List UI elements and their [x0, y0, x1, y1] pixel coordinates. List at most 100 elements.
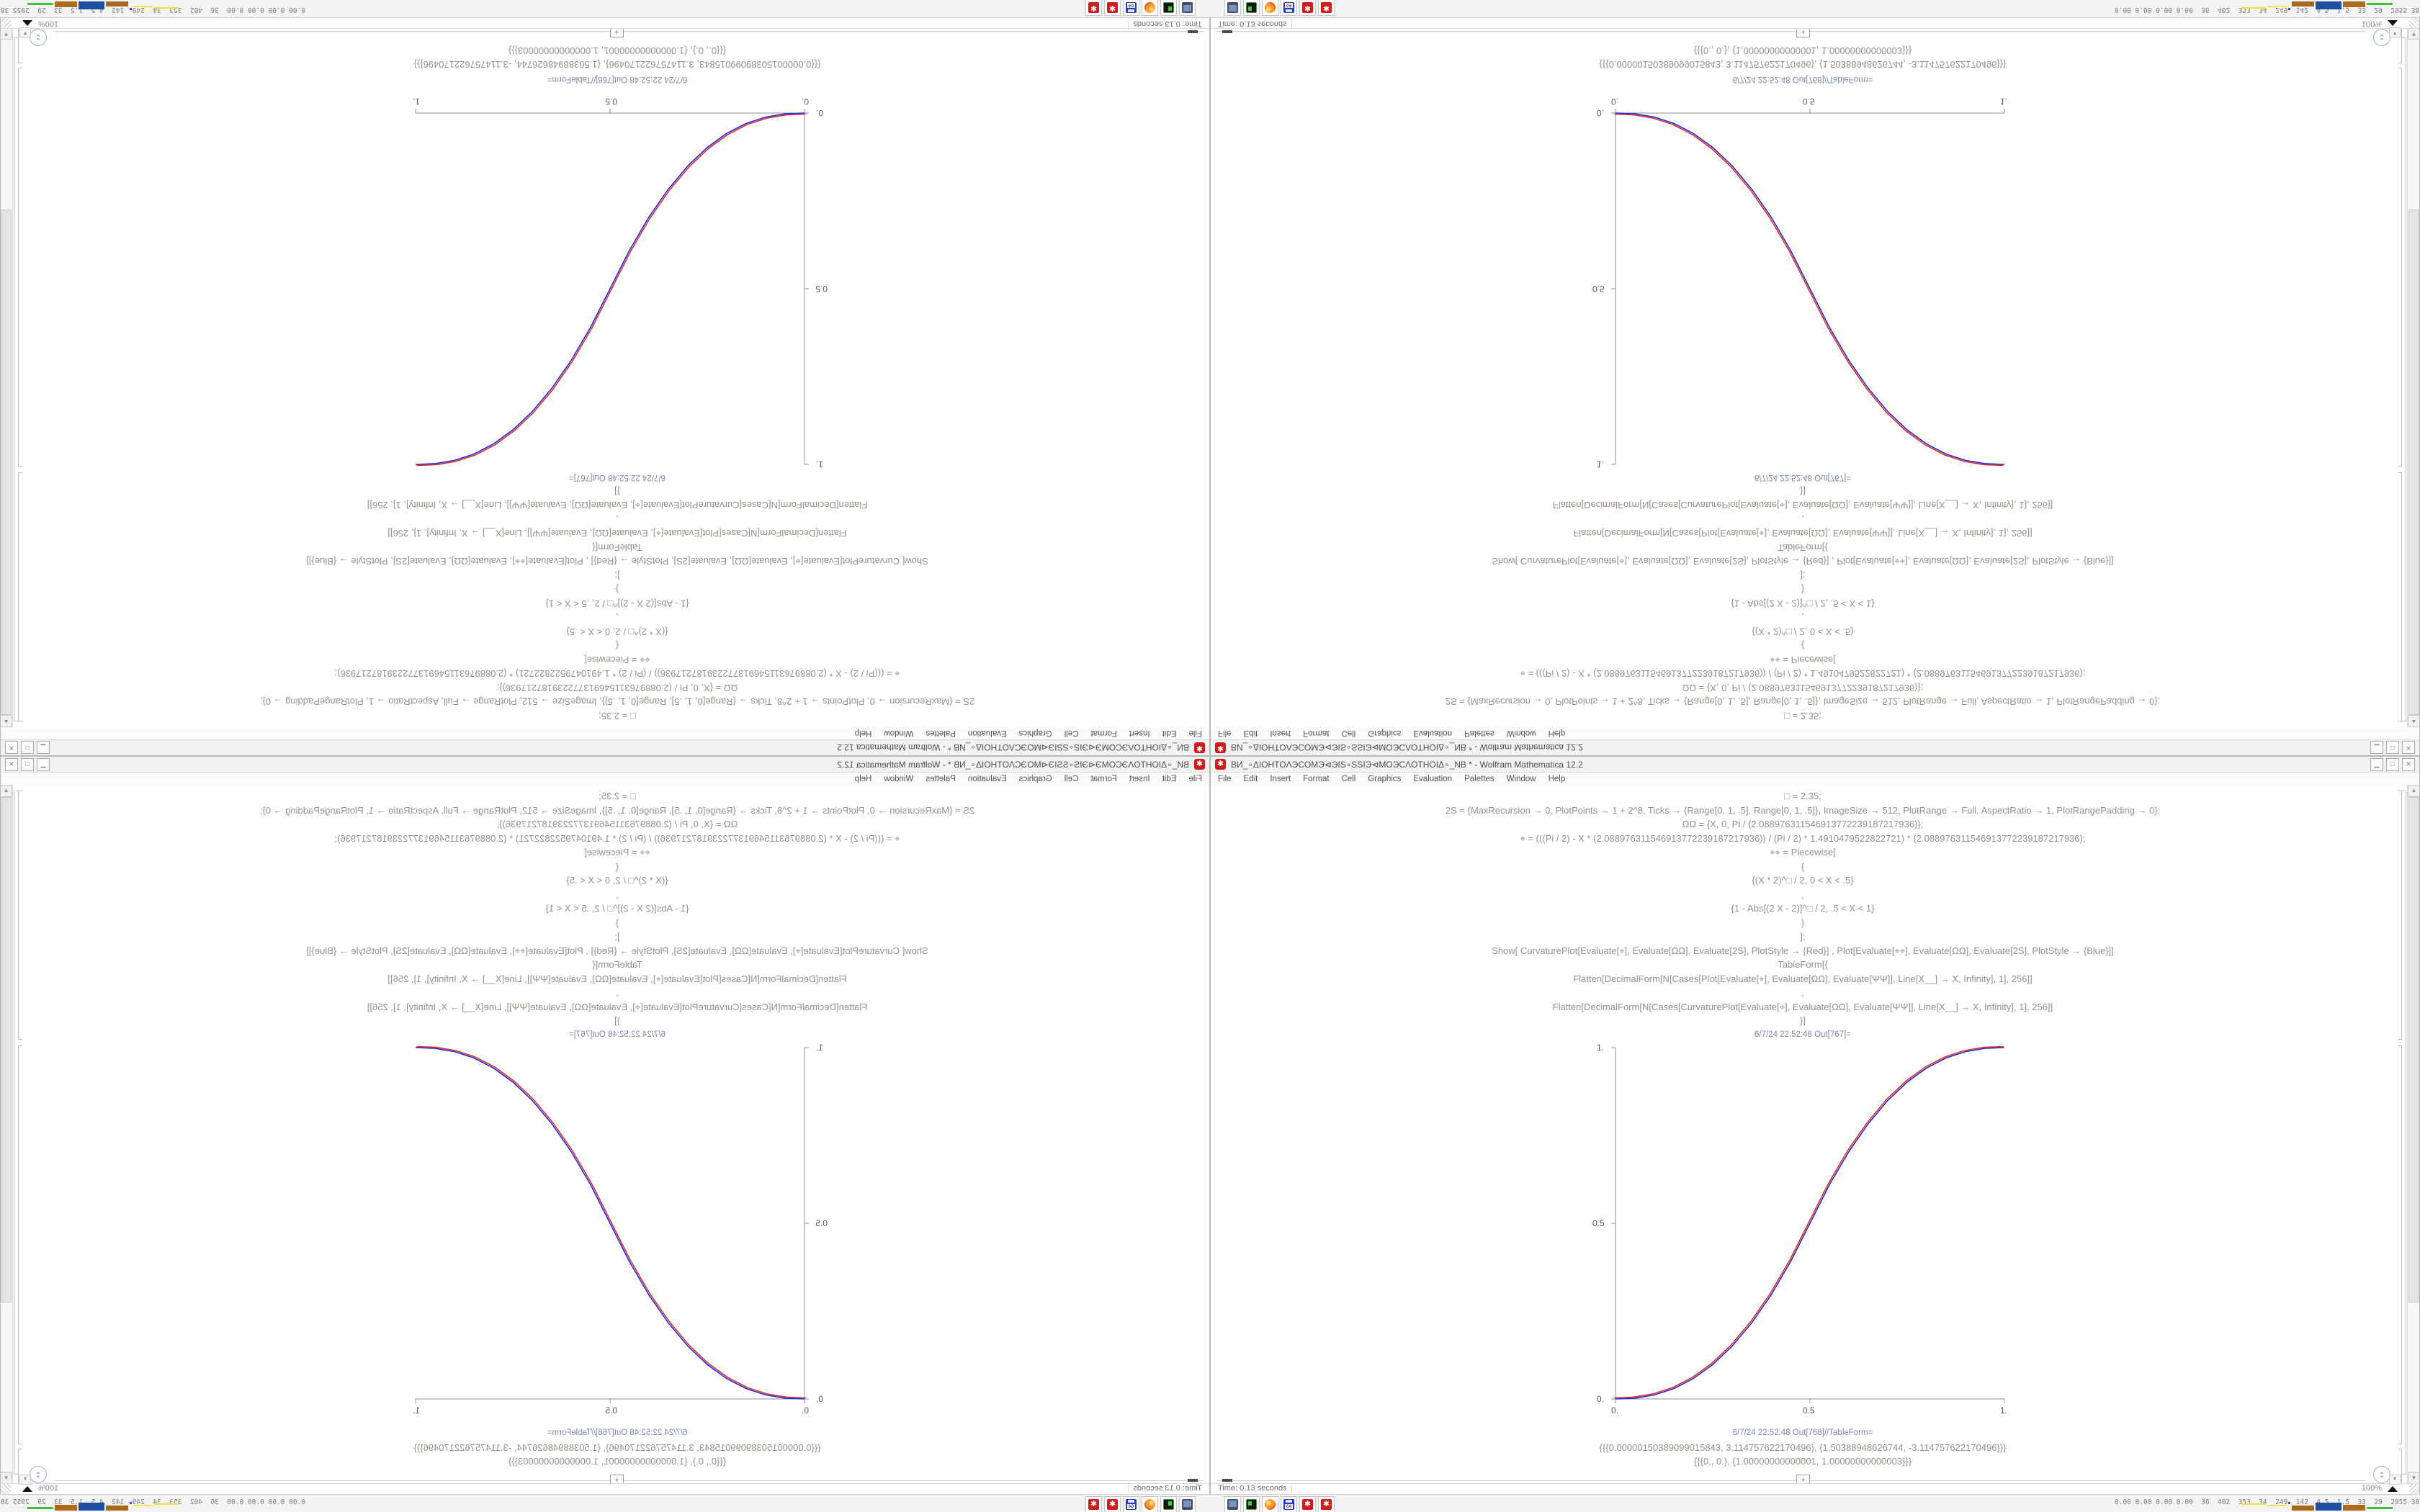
- notebook-area[interactable]: □ = 2.35; 2S = {MaxRecursion → 0, PlotPoi…: [1, 27, 1209, 727]
- code-line[interactable]: TableForm[{: [592, 542, 642, 553]
- code-line[interactable]: }: [1801, 584, 1805, 595]
- vertical-scrollbar[interactable]: ▲ ▼: [2407, 27, 2419, 727]
- code-line[interactable]: ⌖ = (((Pi / 2) - X * (2.0889763115469137…: [334, 668, 900, 680]
- taskbar-launcher-firefox[interactable]: [1142, 1496, 1158, 1512]
- code-line[interactable]: {(X * 2)^□ / 2, 0 < X < .5}: [566, 626, 668, 637]
- code-line[interactable]: {: [1801, 640, 1805, 652]
- taskbar-launcher-firefox[interactable]: [1262, 0, 1278, 16]
- menu-item-insert[interactable]: Insert: [1270, 774, 1291, 783]
- cell-bracket-output-table[interactable]: [2398, 1449, 2402, 1485]
- resize-grip[interactable]: [1, 1484, 11, 1494]
- code-line[interactable]: {1 - Abs[(2 X - 2)]^□ / 2, .5 < X < 1}: [1731, 903, 1875, 914]
- cell-bracket-group[interactable]: [2402, 791, 2406, 1475]
- taskbar-launcher-monitor[interactable]: [1224, 1496, 1241, 1512]
- menu-item-palettes[interactable]: Palettes: [926, 729, 956, 738]
- zoom-level[interactable]: 100%: [2361, 19, 2382, 28]
- zoom-dropdown-icon[interactable]: ▼: [2389, 27, 2401, 37]
- window-titlebar[interactable]: ✱ ВИ_∘ΔIOHTOΛЭCOMЭ⊲ЭIS∘SSIЭ⊲MOЭCΛOTHOIΔ∘…: [1211, 757, 2419, 773]
- taskbar-launcher-mathematica[interactable]: ✱: [1299, 1496, 1316, 1512]
- code-line[interactable]: TableForm[{: [592, 959, 642, 970]
- code-line[interactable]: ];: [1800, 570, 1806, 581]
- scroll-down-icon[interactable]: ▼: [2408, 27, 2419, 40]
- cell-insertion-rule[interactable]: +: [1211, 1474, 2395, 1485]
- code-line[interactable]: }]: [614, 1015, 620, 1026]
- menu-item-evaluation[interactable]: Evaluation: [967, 774, 1007, 783]
- cell-insertion-rule[interactable]: +: [25, 27, 1209, 38]
- menu-item-help[interactable]: Help: [1548, 774, 1566, 783]
- menu-item-cell[interactable]: Cell: [1064, 729, 1079, 738]
- scroll-to-end-chevron-icon[interactable]: ⌄ ⌄: [2373, 29, 2390, 46]
- taskbar-launcher-firefox[interactable]: [1262, 1496, 1278, 1512]
- code-line[interactable]: ΩΩ = {X, 0, Pi / (2.08897631154691377223…: [1682, 683, 1924, 693]
- menu-item-edit[interactable]: Edit: [1243, 729, 1258, 738]
- menu-item-palettes[interactable]: Palettes: [926, 774, 956, 783]
- window-titlebar[interactable]: ✱ ВИ_∘ΔIOHTOΛЭCOMЭ⊲ЭIS∘SSIЭ⊲MOЭCΛOTHOIΔ∘…: [1, 757, 1209, 773]
- menu-item-window[interactable]: Window: [1506, 729, 1536, 738]
- resize-grip[interactable]: [2409, 1484, 2419, 1494]
- cell-bracket-output-plot[interactable]: [18, 1045, 22, 1444]
- menu-item-file[interactable]: File: [1188, 729, 1202, 738]
- code-line[interactable]: ⌖ = (((Pi / 2) - X * (2.0889763115469137…: [1520, 832, 2086, 844]
- code-line[interactable]: ,: [616, 514, 619, 525]
- code-line[interactable]: Show[ CurvaturePlot[Evaluate[⌖], Evaluat…: [1492, 945, 2114, 956]
- scroll-up-icon[interactable]: ▲: [1, 785, 12, 797]
- code-line[interactable]: ];: [614, 570, 620, 581]
- scroll-down-icon[interactable]: ▼: [1, 27, 12, 40]
- minimize-button[interactable]: ▁: [2370, 741, 2383, 755]
- input-cell[interactable]: □ = 2.35; 2S = {MaxRecursion → 0, PlotPoi…: [1211, 789, 2395, 1028]
- menu-item-palettes[interactable]: Palettes: [1464, 729, 1494, 738]
- code-line[interactable]: {(X * 2)^□ / 2, 0 < X < .5}: [1752, 626, 1854, 637]
- code-line[interactable]: Flatten[DecimalForm[N[Cases[Plot[Evaluat…: [1573, 528, 2033, 539]
- code-line[interactable]: ];: [614, 931, 620, 942]
- menu-item-file[interactable]: File: [1218, 729, 1232, 738]
- cell-bracket-input[interactable]: [18, 472, 22, 721]
- zoom-dropdown-icon[interactable]: ▼: [2389, 1475, 2401, 1485]
- code-line[interactable]: ⌖⌖ = Piecewise[: [1770, 654, 1836, 665]
- code-line[interactable]: Show[ CurvaturePlot[Evaluate[⌖], Evaluat…: [306, 945, 928, 956]
- menu-item-cell[interactable]: Cell: [1341, 774, 1356, 783]
- menu-item-window[interactable]: Window: [884, 774, 914, 783]
- menu-item-cell[interactable]: Cell: [1341, 729, 1356, 738]
- menu-item-graphics[interactable]: Graphics: [1368, 774, 1402, 783]
- code-line[interactable]: ,: [616, 888, 619, 900]
- maximize-button[interactable]: □: [21, 757, 34, 771]
- scrollbar-thumb[interactable]: [2408, 210, 2419, 715]
- zoom-level[interactable]: 100%: [38, 19, 59, 28]
- cell-bracket-input[interactable]: [2398, 472, 2402, 721]
- code-line[interactable]: ⌖⌖ = Piecewise[: [584, 654, 650, 665]
- code-line[interactable]: {(X * 2)^□ / 2, 0 < X < .5}: [1752, 875, 1854, 886]
- code-line[interactable]: {: [615, 640, 619, 652]
- close-button[interactable]: ✕: [5, 757, 18, 771]
- code-line[interactable]: ,: [1801, 987, 1804, 998]
- menu-item-evaluation[interactable]: Evaluation: [1413, 729, 1453, 738]
- window-titlebar[interactable]: ✱ ВИ_∘ΔIOHTOΛЭCOMЭ⊲ЭIS∘SSIЭ⊲MOЭCΛOTHOIΔ∘…: [1211, 739, 2419, 755]
- close-button[interactable]: ✕: [5, 741, 18, 755]
- code-line[interactable]: {: [1801, 860, 1805, 872]
- code-line[interactable]: }]: [1800, 486, 1806, 497]
- zoom-dropdown-icon[interactable]: ▼: [19, 27, 31, 37]
- cell-bracket-output-plot[interactable]: [18, 68, 22, 467]
- cell-bracket-input[interactable]: [2398, 791, 2402, 1040]
- menu-item-format[interactable]: Format: [1303, 729, 1330, 738]
- code-line[interactable]: {1 - Abs[(2 X - 2)]^□ / 2, .5 < X < 1}: [1731, 598, 1875, 609]
- menu-item-insert[interactable]: Insert: [1129, 774, 1150, 783]
- taskbar-launcher-monitor[interactable]: [1179, 0, 1196, 16]
- menu-item-window[interactable]: Window: [1506, 774, 1536, 783]
- cell-bracket-output-plot[interactable]: [2398, 68, 2402, 467]
- scrollbar-thumb[interactable]: [1, 797, 12, 1302]
- menu-item-edit[interactable]: Edit: [1243, 774, 1258, 783]
- zoom-dropdown-icon[interactable]: ▼: [19, 1475, 31, 1485]
- menu-item-help[interactable]: Help: [854, 774, 872, 783]
- code-line[interactable]: }: [615, 917, 619, 928]
- cell-bracket-output-plot[interactable]: [2398, 1045, 2402, 1444]
- taskbar-launcher-terminal[interactable]: [1243, 1496, 1260, 1512]
- close-button[interactable]: ✕: [2402, 741, 2415, 755]
- scroll-up-icon[interactable]: ▲: [2408, 785, 2419, 797]
- taskbar-launcher-monitor[interactable]: [1224, 0, 1241, 16]
- code-line[interactable]: ];: [1800, 931, 1806, 942]
- code-line[interactable]: Flatten[DecimalForm[N[Cases[CurvaturePlo…: [367, 1001, 868, 1012]
- taskbar-launcher-mathematica[interactable]: ✱: [1299, 0, 1316, 16]
- minimize-button[interactable]: ▁: [2370, 757, 2383, 771]
- minimize-button[interactable]: ▁: [37, 757, 50, 771]
- code-line[interactable]: ⌖⌖ = Piecewise[: [1770, 847, 1836, 858]
